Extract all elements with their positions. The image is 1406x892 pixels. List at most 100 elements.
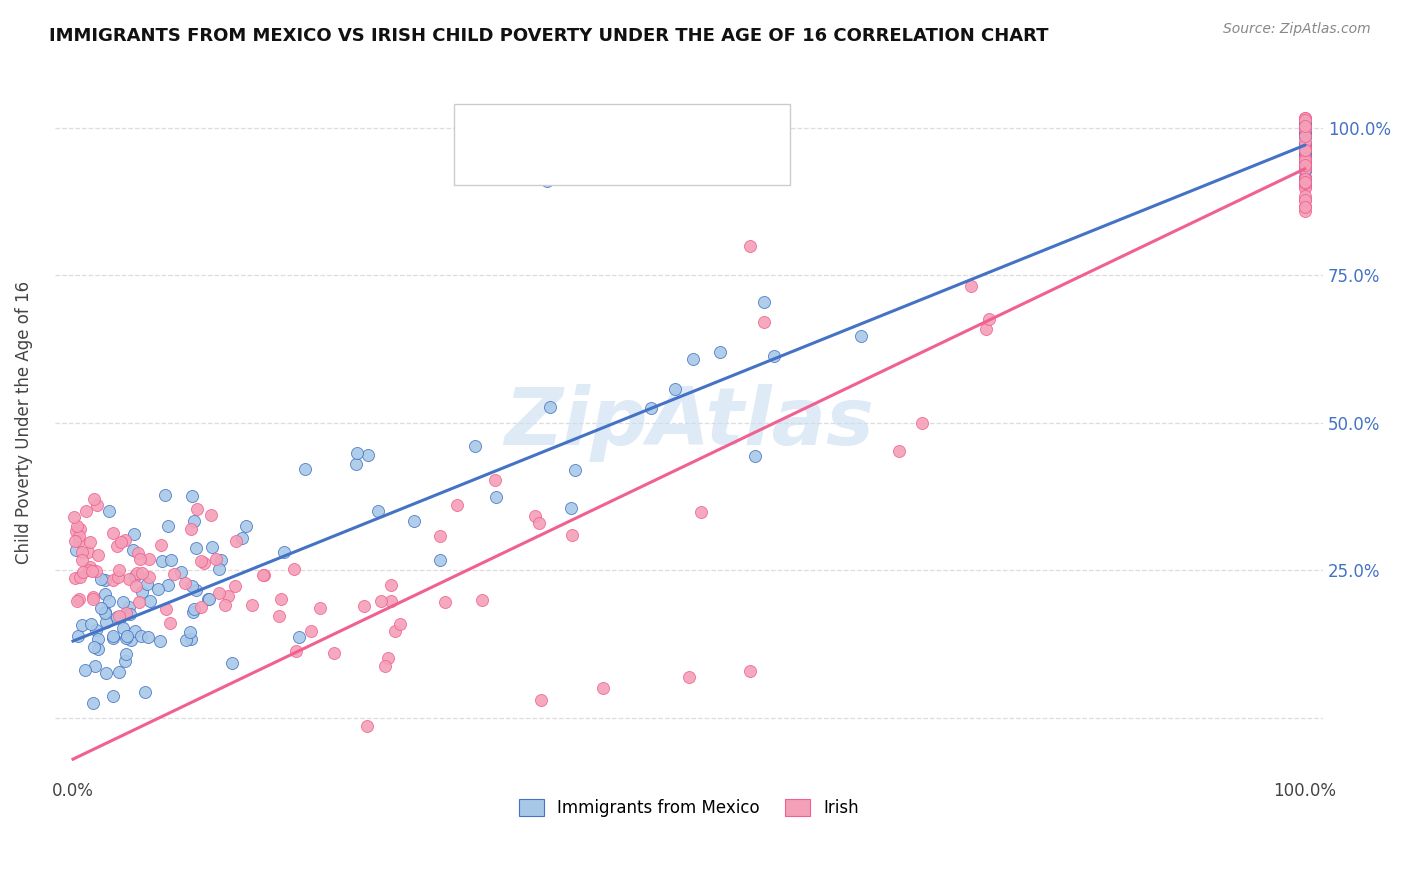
- Point: [1294, 161, 1316, 176]
- Point: [1294, 112, 1316, 126]
- Point: [299, 624, 322, 638]
- Point: [94, 665, 117, 680]
- Point: [174, 633, 197, 648]
- Point: [179, 625, 201, 640]
- Point: [79, 560, 101, 574]
- Point: [1294, 130, 1316, 145]
- Point: [82, 696, 104, 710]
- Point: [240, 598, 263, 612]
- Point: [1294, 171, 1316, 186]
- Point: [353, 599, 375, 613]
- Point: [1294, 112, 1316, 126]
- Point: [1294, 137, 1316, 152]
- Point: [118, 600, 141, 615]
- Point: [174, 575, 197, 590]
- Point: [83, 640, 105, 654]
- Point: [75, 504, 97, 518]
- Point: [101, 631, 124, 645]
- Point: [974, 322, 997, 336]
- Point: [536, 174, 558, 188]
- Point: [446, 498, 468, 512]
- Point: [1294, 159, 1316, 173]
- Point: [1294, 178, 1316, 193]
- Point: [564, 463, 586, 477]
- Point: [208, 586, 231, 600]
- Point: [150, 538, 173, 552]
- Point: [181, 489, 204, 503]
- Point: [1294, 181, 1316, 195]
- Point: [283, 562, 305, 576]
- Point: [87, 548, 110, 562]
- Point: [221, 656, 243, 670]
- Point: [1294, 146, 1316, 161]
- Point: [131, 629, 153, 643]
- Point: [93, 606, 115, 620]
- Point: [214, 598, 236, 612]
- Point: [1294, 119, 1316, 133]
- Point: [640, 401, 662, 416]
- Point: [150, 554, 173, 568]
- Point: [156, 519, 179, 533]
- Point: [117, 572, 139, 586]
- Point: [1294, 127, 1316, 141]
- Y-axis label: Child Poverty Under the Age of 16: Child Poverty Under the Age of 16: [15, 281, 32, 565]
- Point: [82, 590, 104, 604]
- Point: [115, 629, 138, 643]
- Point: [110, 535, 132, 549]
- Point: [134, 685, 156, 699]
- Point: [170, 565, 193, 579]
- Point: [538, 400, 561, 414]
- Point: [149, 633, 172, 648]
- Point: [190, 553, 212, 567]
- Point: [1294, 199, 1316, 213]
- Point: [1294, 158, 1316, 172]
- Point: [374, 659, 396, 673]
- Point: [484, 473, 506, 487]
- Point: [560, 500, 582, 515]
- Point: [87, 642, 110, 657]
- Point: [82, 592, 104, 607]
- Point: [72, 618, 94, 632]
- Point: [107, 563, 129, 577]
- Point: [108, 611, 131, 625]
- Point: [200, 508, 222, 522]
- Point: [80, 617, 103, 632]
- Point: [62, 510, 84, 524]
- Point: [114, 533, 136, 547]
- Point: [77, 544, 100, 558]
- Point: [114, 654, 136, 668]
- Point: [66, 629, 89, 643]
- Point: [136, 631, 159, 645]
- Point: [911, 416, 934, 430]
- Point: [131, 566, 153, 580]
- Point: [155, 602, 177, 616]
- Point: [186, 502, 208, 516]
- Point: [211, 553, 233, 567]
- Point: [1294, 175, 1316, 189]
- Point: [69, 522, 91, 536]
- Point: [664, 382, 686, 396]
- Point: [1294, 203, 1316, 218]
- Point: [1294, 155, 1316, 169]
- Point: [1294, 171, 1316, 186]
- Point: [690, 505, 713, 519]
- Point: [180, 632, 202, 647]
- Point: [159, 616, 181, 631]
- Point: [124, 624, 146, 638]
- Point: [184, 541, 207, 556]
- Point: [1294, 176, 1316, 190]
- Point: [224, 579, 246, 593]
- Point: [180, 522, 202, 536]
- Point: [1294, 161, 1316, 176]
- Point: [1294, 143, 1316, 157]
- Point: [129, 552, 152, 566]
- Point: [851, 329, 873, 343]
- Point: [253, 567, 276, 582]
- Point: [65, 543, 87, 558]
- Point: [273, 545, 295, 559]
- Point: [1294, 163, 1316, 178]
- Point: [127, 545, 149, 559]
- Point: [183, 514, 205, 528]
- Point: [67, 592, 90, 607]
- Point: [1294, 138, 1316, 153]
